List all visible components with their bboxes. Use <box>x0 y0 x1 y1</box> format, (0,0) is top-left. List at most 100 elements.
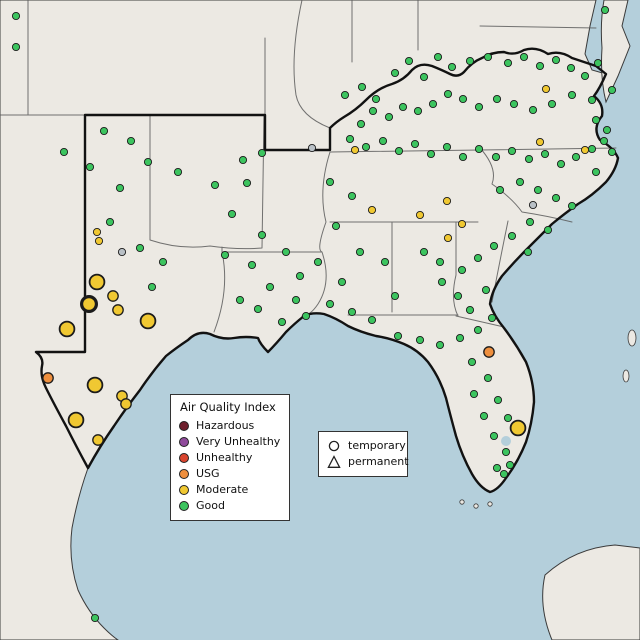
site-point-good <box>11 42 21 52</box>
site-point-good <box>447 62 457 72</box>
site-point-good <box>535 61 545 71</box>
triangle-marker-icon <box>327 454 341 468</box>
florida-key-island <box>487 501 493 507</box>
site-point-good <box>503 58 513 68</box>
site-point-good <box>525 217 535 227</box>
site-point-good <box>602 125 612 135</box>
cuba-landmass <box>542 544 640 640</box>
site-point-good <box>442 142 452 152</box>
site-point-moderate <box>443 233 453 243</box>
site-point-good <box>380 257 390 267</box>
site-point-good <box>126 136 136 146</box>
site-point-good <box>220 250 230 260</box>
site-point-good <box>599 136 609 146</box>
site-point-good <box>591 115 601 125</box>
florida-key-island <box>459 499 465 505</box>
site-point-good <box>481 285 491 295</box>
site-point-moderate <box>350 145 360 155</box>
site-point-good <box>337 277 347 287</box>
aqi-swatch-moderate-icon <box>179 484 189 495</box>
site-point-good <box>483 373 493 383</box>
site-point-good <box>384 112 394 122</box>
site-point-good <box>458 152 468 162</box>
site-point-good <box>479 411 489 421</box>
site-point-good <box>313 257 323 267</box>
site-point-moderate <box>415 210 425 220</box>
aqi-legend-row: Hazardous <box>179 418 281 433</box>
site-point-good <box>257 148 267 158</box>
site-point-good <box>499 469 509 479</box>
site-type-legend-row: temporary <box>327 438 406 453</box>
site-point-good <box>507 231 517 241</box>
aqi-swatch-good-icon <box>179 500 189 511</box>
site-point-good <box>591 167 601 177</box>
site-point-good <box>253 304 263 314</box>
site-point-good <box>325 299 335 309</box>
site-point-good <box>295 271 305 281</box>
site-type-legend-label: temporary <box>348 439 406 452</box>
site-point-good <box>404 56 414 66</box>
site-point-good <box>135 243 145 253</box>
site-point-good <box>474 144 484 154</box>
site-point-good <box>357 82 367 92</box>
site-point-moderate <box>92 434 104 446</box>
site-point-good <box>543 225 553 235</box>
site-point-moderate <box>367 205 377 215</box>
aqi-legend-row: Very Unhealthy <box>179 434 281 449</box>
site-point-moderate <box>92 227 102 237</box>
site-type-legend-label: permanent <box>348 455 409 468</box>
aqi-legend-row: Unhealthy <box>179 450 281 465</box>
aqi-legend-title: Air Quality Index <box>180 400 276 414</box>
site-point-good <box>455 333 465 343</box>
site-point-good <box>435 257 445 267</box>
site-point-good <box>528 105 538 115</box>
site-point-usg <box>483 346 495 358</box>
state-borders <box>0 0 617 333</box>
site-point-good <box>331 221 341 231</box>
site-point-good <box>443 89 453 99</box>
aqi-swatch-very-unhealthy-icon <box>179 436 189 447</box>
site-type-legend: temporary permanent <box>318 431 409 477</box>
site-point-good <box>547 99 557 109</box>
site-point-good <box>345 134 355 144</box>
site-point-good <box>507 146 517 156</box>
site-point-good <box>571 152 581 162</box>
site-point-good <box>347 191 357 201</box>
site-point-good <box>567 201 577 211</box>
site-point-good <box>580 71 590 81</box>
site-point-good <box>390 68 400 78</box>
site-point-unknown <box>528 200 538 210</box>
site-point-good <box>247 260 257 270</box>
site-point-good <box>355 247 365 257</box>
site-point-good <box>257 230 267 240</box>
aqi-legend-items: Hazardous Very Unhealthy Unhealthy USG Moder… <box>179 418 281 513</box>
site-point-good <box>158 257 168 267</box>
site-point-good <box>398 102 408 112</box>
site-point-good <box>426 149 436 159</box>
site-point-good <box>147 282 157 292</box>
site-point-good <box>242 178 252 188</box>
site-point-good <box>394 146 404 156</box>
site-point-moderate <box>139 312 157 330</box>
site-point-good <box>492 463 502 473</box>
site-point-good <box>458 94 468 104</box>
site-point-good <box>556 159 566 169</box>
site-point-good <box>489 241 499 251</box>
site-point-moderate <box>58 320 76 338</box>
aqi-legend-label: Hazardous <box>196 419 255 432</box>
site-point-good <box>505 460 515 470</box>
site-point-usg <box>42 372 54 384</box>
aqi-legend-label: Moderate <box>196 483 249 496</box>
site-point-good <box>347 307 357 317</box>
site-point-moderate <box>442 196 452 206</box>
aqi-legend-row: Moderate <box>179 482 281 497</box>
site-point-good <box>281 247 291 257</box>
site-point-good <box>59 147 69 157</box>
site-point-good <box>509 99 519 109</box>
site-point-good <box>533 185 543 195</box>
site-point-good <box>325 177 335 187</box>
site-point-good <box>115 183 125 193</box>
site-point-good <box>419 72 429 82</box>
florida-key-island <box>473 503 479 509</box>
site-point-good <box>465 56 475 66</box>
